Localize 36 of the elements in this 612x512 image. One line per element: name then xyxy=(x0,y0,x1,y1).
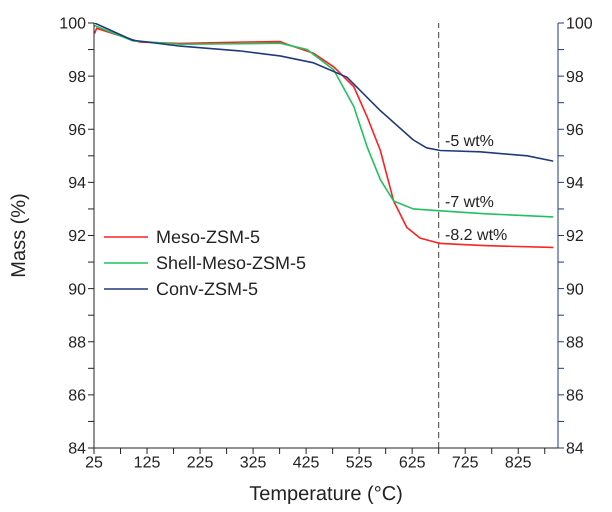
y-tick-label: 84 xyxy=(68,440,86,458)
annotation: -5 wt% xyxy=(445,133,494,150)
y-tick-label: 92 xyxy=(68,228,86,246)
y-tick-label: 88 xyxy=(68,334,86,352)
x-tick-label: 225 xyxy=(186,454,214,472)
y-tick-label: 86 xyxy=(68,388,86,405)
y-tick-label: 90 xyxy=(68,281,86,298)
y2-tick-label: 96 xyxy=(566,122,584,139)
x-tick-label: 725 xyxy=(452,454,479,472)
y2-tick-label: 98 xyxy=(566,68,584,86)
annotation: -7 wt% xyxy=(445,194,494,211)
y-tick-label: 94 xyxy=(68,175,86,192)
y-tick-label: 98 xyxy=(68,68,86,86)
x-tick-label: 425 xyxy=(292,454,320,472)
legend-label: Conv-ZSM-5 xyxy=(156,278,258,300)
x-tick-label: 525 xyxy=(346,454,373,472)
x-tick-label: 625 xyxy=(398,454,426,472)
y-tick-label: 96 xyxy=(68,122,86,139)
legend-label: Meso-ZSM-5 xyxy=(156,226,260,248)
y2-tick-label: 94 xyxy=(566,175,584,192)
annotation: -8.2 wt% xyxy=(445,227,508,244)
y2-tick-label: 88 xyxy=(566,334,584,352)
y2-tick-label: 84 xyxy=(566,440,584,458)
y-axis-title: Mass (%) xyxy=(8,193,30,278)
x-tick-label: 125 xyxy=(134,454,160,472)
line-series xyxy=(94,23,554,162)
y2-tick-label: 86 xyxy=(566,388,584,405)
legend-label: Shell-Meso-ZSM-5 xyxy=(156,252,306,274)
x-axis-title: Temperature (°C) xyxy=(249,483,403,505)
x-tick-label: 325 xyxy=(240,454,267,472)
y-tick-label: 100 xyxy=(59,16,86,33)
y2-tick-label: 90 xyxy=(566,281,584,298)
y2-tick-label: 92 xyxy=(566,228,584,246)
x-tick-label: 825 xyxy=(504,454,532,472)
y2-tick-label: 100 xyxy=(566,16,593,33)
x-tick-label: 25 xyxy=(85,454,103,472)
